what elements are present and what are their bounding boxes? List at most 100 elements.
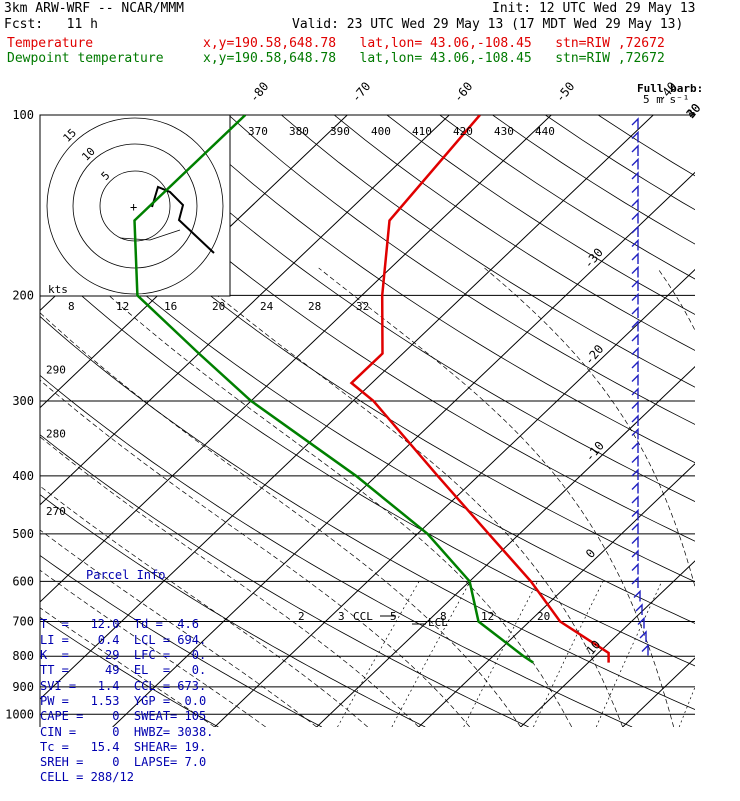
wind-barb	[632, 524, 638, 534]
hodograph-x-tick: 32	[356, 300, 369, 313]
wind-barb	[632, 335, 638, 345]
isotherm-label-right: 10	[583, 637, 603, 657]
isotherm-line	[521, 115, 740, 727]
isotherm-line	[725, 115, 740, 727]
theta-e-label: 400	[371, 125, 391, 138]
wind-barb	[632, 227, 638, 237]
isotherm-label-right: -10	[582, 439, 607, 465]
wind-barb	[632, 484, 638, 494]
mixing-ratio-label: 20	[537, 610, 550, 623]
hodograph-x-tick: 28	[308, 300, 321, 313]
theta-label: 290	[46, 364, 66, 377]
theta-label: 280	[46, 427, 66, 440]
parcel-info-row: T = 12.0 Td = 4.6	[40, 617, 235, 632]
wind-barb	[632, 254, 638, 264]
mixing-ratio-line	[392, 581, 470, 727]
mixing-ratio-line	[596, 581, 662, 727]
barb-legend-value: 5 m s⁻¹	[643, 93, 689, 106]
theta-e-label: 420	[453, 125, 473, 138]
wind-barb	[632, 376, 638, 386]
wind-barb	[632, 214, 638, 224]
parcel-info-row: PW = 1.53 YGP = 0.0	[40, 694, 235, 709]
theta-e-label: 380	[289, 125, 309, 138]
parcel-info-title: Parcel Info	[40, 568, 235, 583]
wind-barb	[632, 578, 638, 588]
isotherm-label: -60	[451, 79, 476, 105]
dry-adiabat-line	[598, 115, 740, 727]
wind-barb	[640, 632, 646, 642]
wind-barb	[632, 173, 638, 183]
pressure-tick-label: 400	[12, 469, 34, 483]
parcel-info-row: LI = 0.4 LCL = 694.	[40, 633, 235, 648]
dry-adiabat-line	[493, 115, 740, 727]
parcel-info-row: CIN = 0 HWBZ= 3038.	[40, 725, 235, 740]
parcel-info-row: SREH = 0 LAPSE= 7.0	[40, 755, 235, 770]
hodograph-x-tick: 12	[116, 300, 129, 313]
wind-barb	[632, 565, 638, 575]
hodograph-speed-unit: kts	[48, 283, 68, 296]
pressure-tick-label: 100	[12, 108, 34, 122]
wind-barb	[632, 119, 638, 129]
hodograph-x-tick: 24	[260, 300, 274, 313]
isotherm-label: -50	[553, 79, 578, 105]
dry-adiabat-line	[281, 115, 740, 727]
pressure-tick-label: 1000	[5, 707, 34, 721]
parcel-info-row: Tc = 15.4 SHEAR= 19.	[40, 740, 235, 755]
theta-e-label: 430	[494, 125, 514, 138]
theta-e-label: 390	[330, 125, 350, 138]
hodograph-x-tick: 20	[212, 300, 225, 313]
pressure-tick-label: 700	[12, 614, 34, 628]
parcel-info-row: CAPE = 0 SWEAT= 105	[40, 709, 235, 724]
mixing-ratio-label: 12	[481, 610, 494, 623]
dry-adiabat-line	[440, 115, 740, 727]
wind-barb	[632, 538, 638, 548]
hodograph-origin-marker: +	[130, 200, 137, 214]
lcl-annotation: LCL	[428, 616, 448, 629]
dry-adiabat-line	[229, 115, 740, 727]
wind-barb	[636, 605, 642, 615]
wind-barb	[642, 646, 648, 656]
isotherm-label-right: -30	[581, 245, 606, 271]
wind-barb	[632, 146, 638, 156]
moist-adiabat-line	[319, 268, 674, 727]
mixing-ratio-line	[338, 581, 420, 727]
pressure-tick-label: 800	[12, 649, 34, 663]
pressure-tick-label: 900	[12, 680, 34, 694]
mixing-ratio-label: 3	[338, 610, 345, 623]
isotherm-line	[0, 115, 41, 727]
wind-barb	[632, 403, 638, 413]
parcel-info-row: K = 29 LFC = 0.	[40, 648, 235, 663]
moist-adiabat-line	[485, 268, 725, 727]
hodograph-x-tick: 8	[68, 300, 75, 313]
theta-e-label: 370	[248, 125, 268, 138]
theta-e-label: 410	[412, 125, 432, 138]
pressure-tick-label: 200	[12, 288, 34, 302]
parcel-info-row: SVI = 1.4 CCL = 673.	[40, 679, 235, 694]
dry-adiabat-line	[176, 115, 740, 727]
wind-barb	[632, 362, 638, 372]
wind-barb	[632, 187, 638, 197]
wind-barb	[632, 349, 638, 359]
isotherm-label: -80	[247, 79, 272, 105]
pressure-tick-label: 300	[12, 394, 34, 408]
hodograph-x-tick: 16	[164, 300, 177, 313]
wind-barb	[632, 160, 638, 170]
isotherm-label: -70	[349, 79, 374, 105]
wind-barb	[632, 281, 638, 291]
parcel-info-row: CELL = 288/12	[40, 770, 235, 785]
mixing-ratio-line	[679, 581, 739, 727]
isotherm-line	[215, 115, 740, 727]
wind-barb	[632, 295, 638, 305]
pressure-tick-label: 600	[12, 574, 34, 588]
ccl-annotation: CCL	[353, 610, 373, 623]
wind-barb	[632, 443, 638, 453]
theta-e-label: 440	[535, 125, 555, 138]
theta-label: 270	[46, 505, 66, 518]
mixing-ratio-label: 2	[298, 610, 305, 623]
dry-adiabat-line	[334, 115, 740, 727]
wind-barb	[632, 268, 638, 278]
isotherm-line	[623, 115, 740, 727]
wind-barb	[632, 497, 638, 507]
parcel-info-row: TT = 49 EL = 0.	[40, 663, 235, 678]
